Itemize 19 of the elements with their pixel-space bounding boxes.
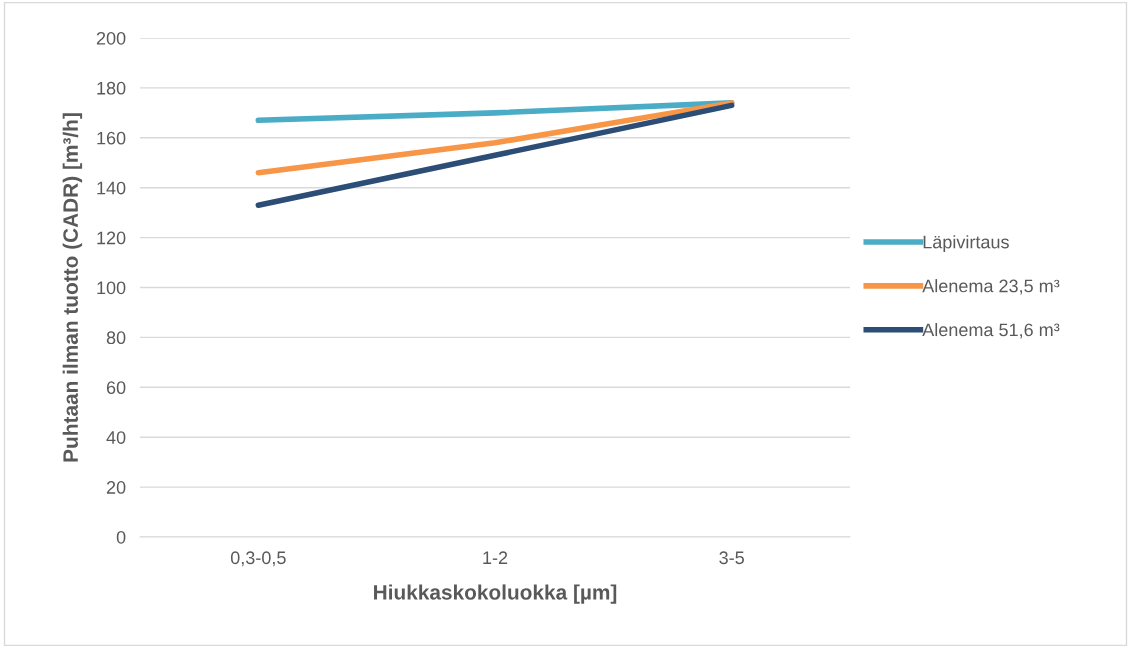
y-axis-title: Puhtaan ilman tuotto (CADR) [m³/h] — [62, 113, 83, 462]
x-tick-label: 0,3-0,5 — [230, 551, 286, 567]
y-tick-label: 40 — [106, 431, 126, 444]
x-tick-label: 3-5 — [719, 551, 744, 565]
y-tick-label: 20 — [106, 481, 126, 494]
y-tick-label: 160 — [97, 131, 126, 145]
y-tick-label: 140 — [97, 181, 126, 195]
y-tick-label: 0 — [116, 530, 126, 544]
y-tick-label: 200 — [96, 31, 126, 45]
y-tick-label: 120 — [97, 231, 126, 245]
legend-label: Alenema 23,5 m³ — [922, 279, 1060, 295]
y-tick-label: 100 — [97, 281, 126, 295]
y-tick-label: 180 — [97, 81, 126, 95]
legend-label: Alenema 51,6 m³ — [922, 323, 1060, 339]
x-axis-title: Hiukkaskokoluokka [µm] — [374, 584, 617, 604]
legend-label: Läpivirtaus — [923, 235, 1009, 252]
y-tick-label: 60 — [106, 381, 126, 395]
y-tick-label: 80 — [106, 331, 126, 345]
x-tick-label: 1-2 — [483, 551, 508, 564]
